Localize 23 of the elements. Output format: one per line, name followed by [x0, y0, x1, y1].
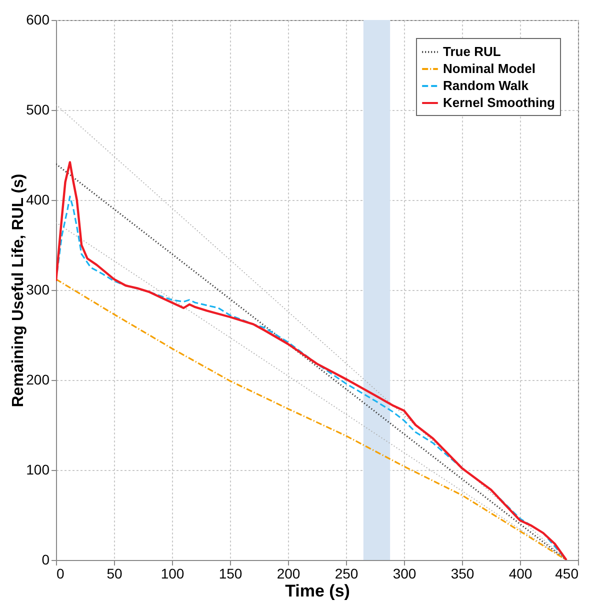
x-tick-label: 450: [555, 566, 579, 582]
y-tick-label: 200: [26, 372, 50, 388]
x-tick-label: 150: [218, 566, 242, 582]
x-tick-label: 350: [450, 566, 474, 582]
x-tick-label: 100: [160, 566, 184, 582]
x-axis-title: Time (s): [285, 582, 350, 600]
y-tick-label: 0: [42, 552, 50, 568]
legend-label: Nominal Model: [443, 61, 536, 76]
legend-label: True RUL: [443, 44, 501, 59]
x-tick-label: 300: [392, 566, 416, 582]
x-tick-label: 50: [106, 566, 122, 582]
x-tick-label: 250: [334, 566, 358, 582]
y-tick-label: 300: [26, 282, 50, 298]
x-tick-label: 200: [276, 566, 300, 582]
y-tick-label: 400: [26, 192, 50, 208]
y-axis-title: Remaining Useful Life, RUL (s): [10, 174, 28, 408]
y-tick-label: 600: [26, 12, 50, 28]
x-tick-label: 0: [56, 566, 64, 582]
legend-label: Kernel Smoothing: [443, 95, 556, 110]
legend-label: Random Walk: [443, 78, 530, 93]
y-tick-label: 500: [26, 102, 50, 118]
y-tick-label: 100: [26, 462, 50, 478]
x-tick-label: 400: [508, 566, 532, 582]
